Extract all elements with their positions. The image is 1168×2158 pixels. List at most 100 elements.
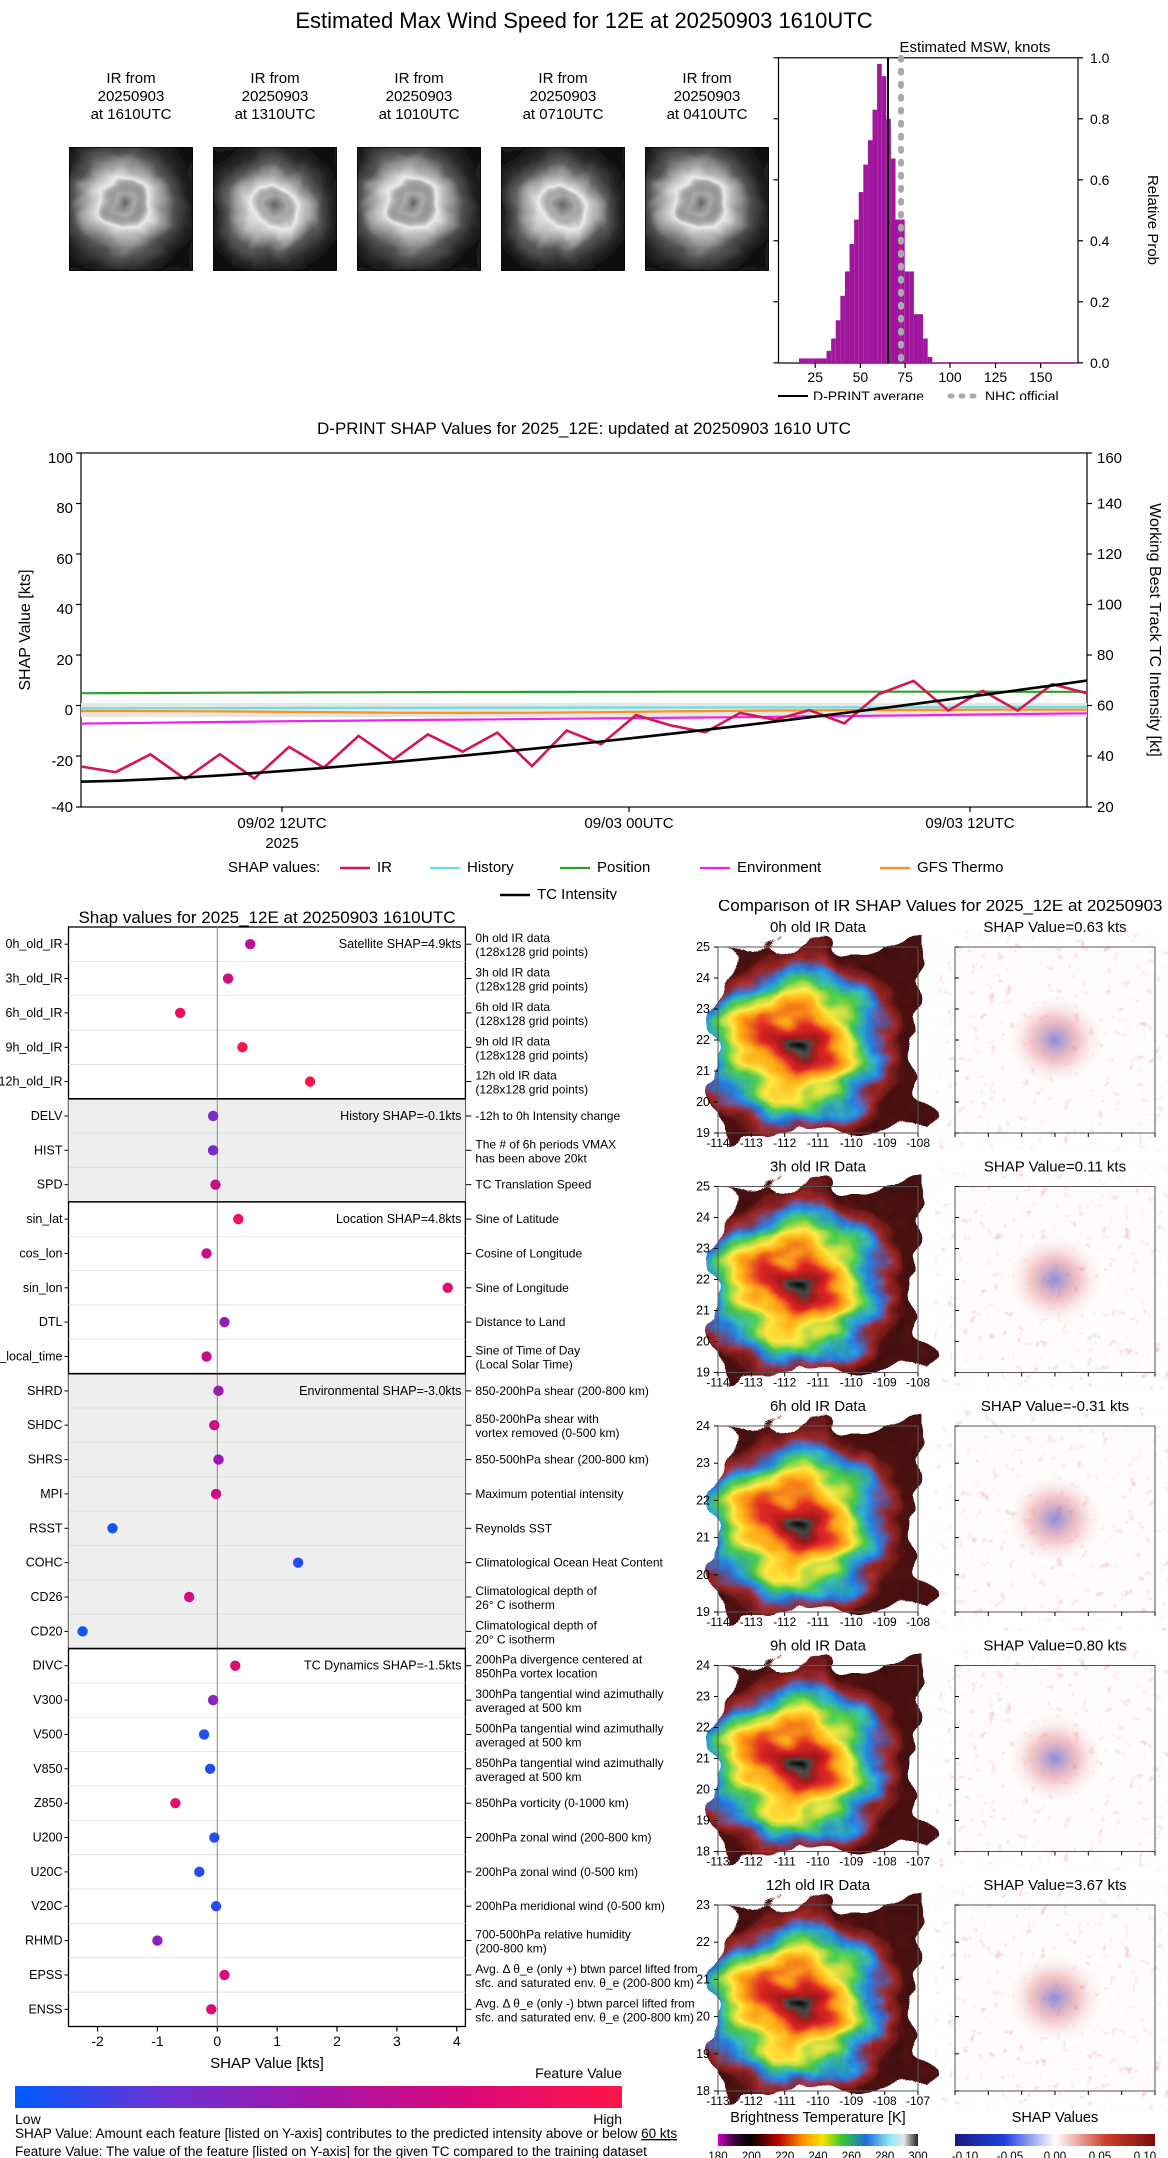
svg-text:25: 25 [696, 940, 710, 954]
svg-text:-111: -111 [774, 1855, 797, 1869]
svg-text:-113: -113 [740, 1615, 763, 1629]
svg-text:240: 240 [808, 2151, 827, 2158]
svg-text:-0.10: -0.10 [952, 2151, 978, 2158]
svg-text:-110: -110 [840, 1376, 863, 1390]
svg-text:60: 60 [56, 551, 73, 568]
svg-text:Environment: Environment [737, 859, 822, 876]
svg-text:20250903: 20250903 [674, 88, 741, 105]
svg-text:25: 25 [696, 1180, 710, 1194]
svg-text:200: 200 [742, 2151, 761, 2158]
svg-text:Position: Position [597, 859, 650, 876]
svg-text:20250903: 20250903 [530, 88, 597, 105]
svg-text:D-PRINT SHAP Values for 2025_1: D-PRINT SHAP Values for 2025_12E: update… [317, 420, 851, 438]
svg-text:NHC official: NHC official [985, 388, 1059, 400]
svg-text:-113: -113 [706, 2094, 729, 2108]
svg-text:SHAP Value=0.11 kts: SHAP Value=0.11 kts [984, 1159, 1126, 1176]
svg-text:125: 125 [984, 369, 1008, 385]
svg-text:20: 20 [696, 2010, 710, 2024]
svg-text:150: 150 [1029, 369, 1053, 385]
svg-text:21: 21 [696, 1972, 710, 1986]
svg-text:0.4: 0.4 [1090, 233, 1110, 249]
svg-text:at 1310UTC: at 1310UTC [235, 106, 316, 123]
svg-text:22: 22 [696, 1273, 710, 1287]
svg-text:80: 80 [1097, 647, 1114, 664]
svg-text:2025: 2025 [265, 835, 298, 852]
svg-text:22: 22 [696, 1033, 710, 1047]
svg-text:20: 20 [1097, 799, 1114, 816]
svg-text:120: 120 [1097, 546, 1122, 563]
svg-text:-108: -108 [906, 1615, 930, 1629]
svg-text:-111: -111 [807, 1615, 830, 1629]
svg-text:09/03 12UTC: 09/03 12UTC [925, 815, 1014, 832]
svg-text:80: 80 [56, 500, 73, 517]
svg-text:Comparison of IR SHAP Values f: Comparison of IR SHAP Values for 2025_12… [718, 900, 1168, 915]
svg-text:-111: -111 [807, 1376, 830, 1390]
svg-text:20250903: 20250903 [386, 88, 453, 105]
svg-text:-109: -109 [873, 1376, 897, 1390]
svg-text:100: 100 [1097, 597, 1122, 614]
svg-text:-110: -110 [840, 1615, 863, 1629]
svg-text:0.10: 0.10 [1134, 2151, 1156, 2158]
svg-text:0.8: 0.8 [1090, 111, 1110, 127]
svg-text:19: 19 [696, 2047, 710, 2061]
svg-text:IR from: IR from [682, 70, 731, 87]
svg-text:300: 300 [908, 2151, 927, 2158]
svg-text:-113: -113 [740, 1136, 763, 1150]
svg-text:220: 220 [775, 2151, 794, 2158]
svg-text:-109: -109 [873, 1136, 897, 1150]
svg-text:Working Best Track TC Intensit: Working Best Track TC Intensity [kt] [1146, 503, 1163, 757]
svg-text:-40: -40 [51, 799, 73, 816]
svg-text:23: 23 [696, 1456, 710, 1470]
svg-text:-114: -114 [706, 1136, 729, 1150]
svg-text:-108: -108 [906, 1376, 930, 1390]
svg-text:22: 22 [696, 1935, 710, 1949]
svg-text:9h old IR Data: 9h old IR Data [770, 1638, 867, 1655]
svg-text:24: 24 [696, 1419, 710, 1433]
svg-text:-108: -108 [906, 1136, 930, 1150]
svg-text:-112: -112 [773, 1615, 796, 1629]
svg-text:at 1610UTC: at 1610UTC [91, 106, 172, 123]
svg-text:-114: -114 [706, 1376, 729, 1390]
svg-text:180: 180 [708, 2151, 727, 2158]
svg-text:SHAP Values: SHAP Values [1012, 2110, 1099, 2126]
svg-text:-109: -109 [839, 2094, 863, 2108]
svg-text:-109: -109 [839, 1855, 863, 1869]
svg-text:-110: -110 [840, 1136, 863, 1150]
svg-text:21: 21 [696, 1064, 710, 1078]
svg-text:09/03 00UTC: 09/03 00UTC [584, 815, 673, 832]
svg-text:20: 20 [696, 1568, 710, 1582]
svg-text:0.0: 0.0 [1090, 355, 1110, 371]
svg-text:23: 23 [696, 1690, 710, 1704]
svg-text:-113: -113 [706, 1855, 729, 1869]
svg-text:TC Intensity: TC Intensity [537, 886, 618, 900]
svg-text:-112: -112 [773, 1376, 796, 1390]
svg-text:23: 23 [696, 1002, 710, 1016]
svg-text:23: 23 [696, 1242, 710, 1256]
svg-text:-110: -110 [806, 2094, 829, 2108]
svg-text:24: 24 [696, 1211, 710, 1225]
svg-text:SHAP Value [kts]: SHAP Value [kts] [17, 569, 34, 690]
svg-text:IR from: IR from [394, 70, 443, 87]
svg-text:IR from: IR from [538, 70, 587, 87]
svg-text:SHAP Value=0.63 kts: SHAP Value=0.63 kts [983, 919, 1126, 936]
svg-text:SHAP Value=-0.31 kts: SHAP Value=-0.31 kts [981, 1398, 1129, 1415]
svg-text:-110: -110 [806, 1855, 829, 1869]
svg-text:-111: -111 [807, 1136, 830, 1150]
svg-text:24: 24 [696, 971, 710, 985]
svg-text:SHAP values:: SHAP values: [228, 859, 320, 876]
svg-text:-112: -112 [740, 2094, 763, 2108]
svg-text:160: 160 [1097, 450, 1122, 467]
svg-text:-114: -114 [706, 1615, 729, 1629]
svg-text:260: 260 [842, 2151, 861, 2158]
svg-text:-112: -112 [740, 1855, 763, 1869]
svg-text:-108: -108 [873, 2094, 897, 2108]
svg-text:21: 21 [696, 1752, 710, 1766]
svg-text:50: 50 [853, 369, 869, 385]
svg-text:-113: -113 [740, 1376, 763, 1390]
svg-text:IR from: IR from [106, 70, 155, 87]
svg-text:0h old IR Data: 0h old IR Data [770, 919, 867, 936]
svg-text:SHAP Value=0.80 kts: SHAP Value=0.80 kts [983, 1638, 1126, 1655]
svg-text:20: 20 [696, 1335, 710, 1349]
svg-text:20: 20 [696, 1783, 710, 1797]
svg-text:-109: -109 [873, 1615, 897, 1629]
